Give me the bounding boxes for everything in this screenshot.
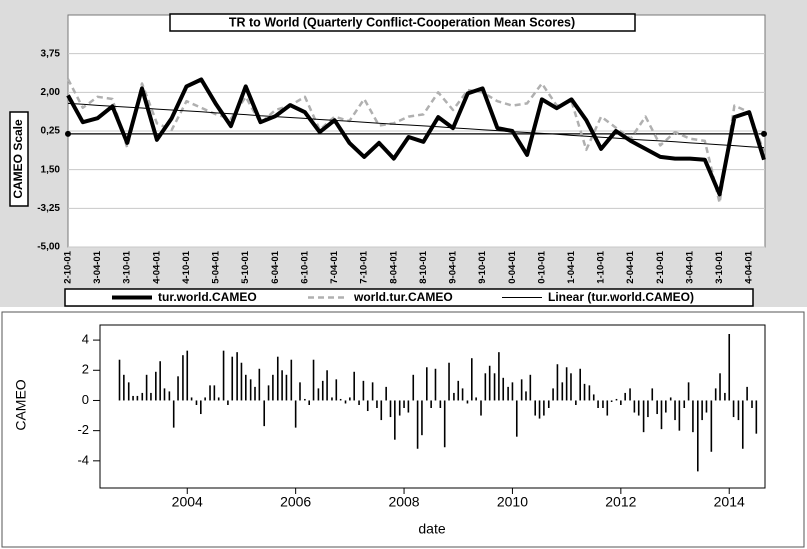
x-tick-label: 7-10-01 [359,250,370,283]
chart-title: TR to World (Quarterly Conflict-Cooperat… [229,15,575,29]
x-tick-label: 9-04-01 [448,250,459,283]
y-tick-label: -2 [77,422,89,437]
x-tick-label: 9-10-01 [477,250,488,283]
y-tick-label: 1,50 [41,164,61,175]
x-tick-label: 0-04-01 [507,250,518,283]
x-tick-label: 3-10-01 [122,250,133,283]
x-tick-label: 7-04-01 [329,250,340,283]
legend-label: Linear (tur.world.CAMEO) [548,290,694,304]
x-tick-label: 1-10-01 [596,250,607,283]
x-tick-label: 2-10-01 [63,250,74,283]
title-box [169,13,636,32]
y-tick-label: 4 [82,332,89,347]
x-tick-label: 6-10-01 [299,250,310,283]
x-tick-label: 0-10-01 [536,250,547,283]
x-tick-label: 8-04-01 [388,250,399,283]
y-tick-label: 2,00 [41,87,61,98]
plot-box [99,324,766,489]
x-tick-label: 2004 [172,494,203,510]
x-axis-label: date [418,521,445,537]
x-tick-label: 5-10-01 [240,250,251,283]
x-tick-label: 2-10-01 [655,250,666,283]
y-label-box [9,111,29,207]
x-tick-label: 5-04-01 [211,250,222,283]
x-tick-label: 4-04-01 [151,250,162,283]
legend-label: world.tur.CAMEO [353,290,453,304]
bottom-panel: date CAMEO [1,311,805,548]
x-tick-label: 3-10-01 [714,250,725,283]
x-tick-label: 8-10-01 [418,250,429,283]
x-tick-label: 2008 [388,494,419,510]
y-axis-label: CAMEO [13,379,29,430]
series-line [66,77,766,197]
x-tick-label: 4-10-01 [181,250,192,283]
legend-label: tur.world.CAMEO [158,290,257,304]
title-group: TR to World (Quarterly Conflict-Cooperat… [169,13,636,32]
x-tick-label: 3-04-01 [92,250,103,283]
panel-border [1,311,805,548]
x-tick-label: 3-04-01 [684,250,695,283]
y-tick-label: 2 [82,362,89,377]
y-tick-label: -3,25 [37,203,60,214]
x-tick-label: 2010 [497,494,528,510]
series-line [67,102,765,149]
y-tick-label: 3,75 [41,48,61,59]
x-tick-label: 6-04-01 [270,250,281,283]
mean-marker [761,130,767,137]
y-tick-label: 0 [82,392,89,407]
x-tick-label: 2-04-01 [625,250,636,283]
y-axis-label: CAMEO Scale [11,119,25,199]
y-tick-label: -4 [77,452,89,467]
top-chart: -5,00 -3,25 1,50 0,25 2,00 3,75 2-10-01 3-04-01… [37,48,767,304]
x-tick-label: 1-04-01 [566,250,577,283]
y-tick-label: 0,25 [41,126,61,137]
x-tick-label: 2012 [605,494,636,510]
legend-box [64,288,754,307]
x-tick-label: 2014 [714,494,745,510]
x-tick-label: 2006 [280,494,311,510]
bottom-chart: -4 -2 0 2 4 2004 2006 2008 2010 2012 2014 [77,332,758,510]
y-tick-label: -5,00 [37,242,60,253]
mean-marker [65,130,71,137]
x-tick-label: 4-04-01 [744,250,755,283]
series-line [66,78,766,205]
